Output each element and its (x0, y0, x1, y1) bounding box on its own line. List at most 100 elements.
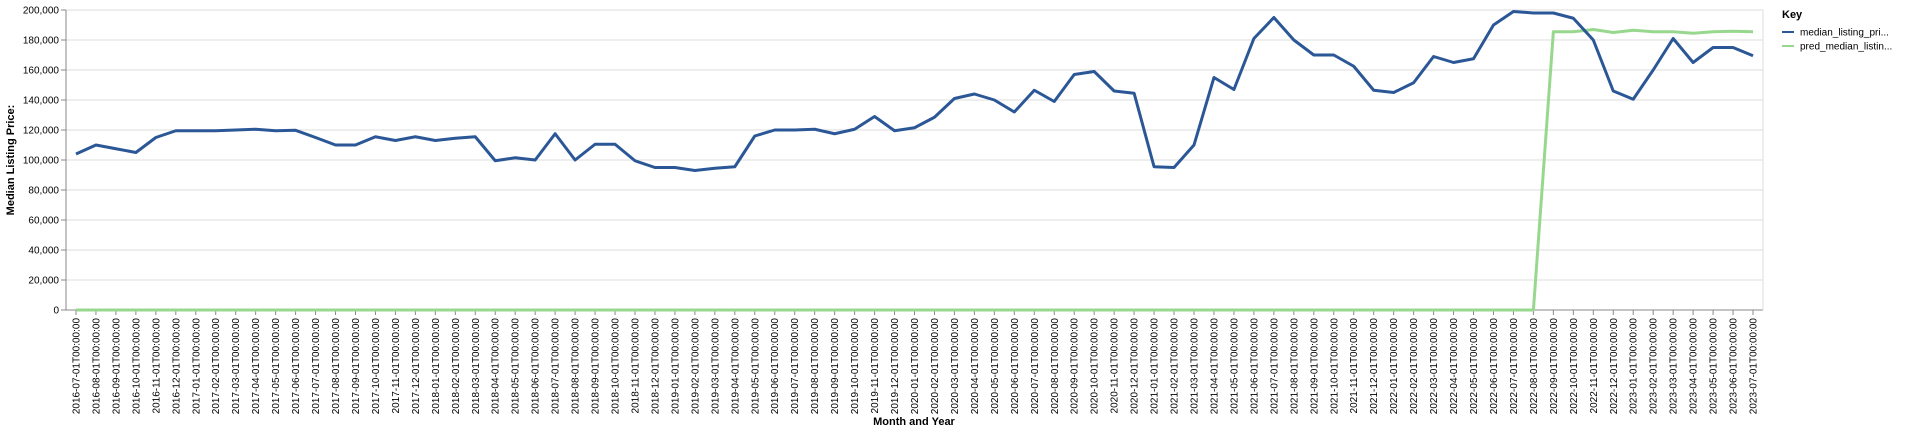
y-tick-label: 100,000 (23, 156, 60, 167)
series-line (75, 28, 1754, 312)
y-tick-label: 20,000 (28, 276, 59, 287)
x-tick-label: 2017-09-01T00:00:00 (351, 318, 362, 415)
x-tick-label: 2017-11-01T00:00:00 (391, 318, 402, 414)
x-tick-label: 2019-02-01T00:00:00 (690, 318, 701, 415)
x-tick-label: 2018-02-01T00:00:00 (451, 318, 462, 415)
y-tick-label: 0 (53, 306, 59, 317)
x-tick-label: 2023-07-01T00:00:00 (1749, 318, 1760, 415)
x-tick-label: 2018-05-01T00:00:00 (511, 318, 522, 415)
x-tick-label: 2019-10-01T00:00:00 (850, 318, 861, 415)
x-tick-label: 2016-09-01T00:00:00 (111, 318, 122, 415)
y-tick-label: 40,000 (28, 246, 59, 257)
x-tick-label: 2016-08-01T00:00:00 (91, 318, 102, 415)
x-tick-label: 2017-02-01T00:00:00 (211, 318, 222, 415)
x-axis-title: Month and Year (873, 416, 955, 428)
x-tick-label: 2021-05-01T00:00:00 (1229, 318, 1240, 415)
x-tick-label: 2017-05-01T00:00:00 (271, 318, 282, 415)
x-tick-label: 2021-01-01T00:00:00 (1150, 318, 1161, 415)
series-line (75, 10, 1754, 172)
x-tick-label: 2020-10-01T00:00:00 (1090, 318, 1101, 415)
x-tick-label: 2022-05-01T00:00:00 (1469, 318, 1480, 415)
y-tick-label: 120,000 (23, 126, 60, 137)
x-tick-label: 2016-07-01T00:00:00 (71, 318, 82, 415)
x-tick-label: 2018-06-01T00:00:00 (531, 318, 542, 415)
x-tick-label: 2016-10-01T00:00:00 (131, 318, 142, 415)
x-tick-label: 2021-08-01T00:00:00 (1289, 318, 1300, 415)
x-tick-label: 2020-02-01T00:00:00 (930, 318, 941, 415)
x-tick-label: 2019-06-01T00:00:00 (770, 318, 781, 415)
x-tick-label: 2017-12-01T00:00:00 (411, 318, 422, 415)
x-tick-label: 2021-03-01T00:00:00 (1190, 318, 1201, 415)
x-tick-label: 2020-03-01T00:00:00 (950, 318, 961, 415)
x-tick-label: 2023-01-01T00:00:00 (1629, 318, 1640, 415)
x-tick-label: 2023-05-01T00:00:00 (1709, 318, 1720, 415)
x-tick-label: 2017-01-01T00:00:00 (191, 318, 202, 415)
y-tick-label: 80,000 (28, 186, 59, 197)
x-tick-label: 2020-04-01T00:00:00 (970, 318, 981, 415)
x-tick-label: 2022-12-01T00:00:00 (1609, 318, 1620, 415)
x-tick-label: 2016-11-01T00:00:00 (151, 318, 162, 414)
x-tick-label: 2017-04-01T00:00:00 (251, 318, 262, 415)
x-tick-label: 2021-02-01T00:00:00 (1170, 318, 1181, 415)
x-tick-label: 2018-03-01T00:00:00 (471, 318, 482, 415)
x-tick-label: 2017-07-01T00:00:00 (311, 318, 322, 415)
x-tick-label: 2019-07-01T00:00:00 (790, 318, 801, 415)
x-tick-label: 2017-10-01T00:00:00 (371, 318, 382, 415)
x-tick-label: 2020-12-01T00:00:00 (1130, 318, 1141, 415)
x-tick-label: 2020-08-01T00:00:00 (1050, 318, 1061, 415)
x-tick-label: 2020-11-01T00:00:00 (1110, 318, 1121, 414)
x-tick-label: 2023-02-01T00:00:00 (1649, 318, 1660, 415)
x-tick-label: 2022-08-01T00:00:00 (1529, 318, 1540, 415)
legend-label: median_listing_pri... (1800, 28, 1889, 39)
x-tick-label: 2022-06-01T00:00:00 (1489, 318, 1500, 415)
x-tick-label: 2022-03-01T00:00:00 (1429, 318, 1440, 415)
x-tick-label: 2019-11-01T00:00:00 (870, 318, 881, 414)
x-tick-label: 2020-07-01T00:00:00 (1030, 318, 1041, 415)
x-tick-label: 2016-12-01T00:00:00 (171, 318, 182, 415)
x-tick-label: 2021-12-01T00:00:00 (1369, 318, 1380, 415)
x-tick-label: 2017-06-01T00:00:00 (291, 318, 302, 415)
x-tick-label: 2022-01-01T00:00:00 (1389, 318, 1400, 415)
y-tick-label: 60,000 (28, 216, 59, 227)
x-tick-label: 2018-07-01T00:00:00 (551, 318, 562, 415)
x-tick-label: 2019-03-01T00:00:00 (710, 318, 721, 415)
legend-title: Key (1782, 9, 1803, 21)
y-tick-label: 160,000 (23, 66, 60, 77)
x-tick-label: 2018-10-01T00:00:00 (611, 318, 622, 415)
x-tick-label: 2020-09-01T00:00:00 (1070, 318, 1081, 415)
x-tick-label: 2022-09-01T00:00:00 (1549, 318, 1560, 415)
x-tick-label: 2018-11-01T00:00:00 (630, 318, 641, 414)
x-tick-label: 2021-06-01T00:00:00 (1249, 318, 1260, 415)
x-tick-label: 2019-05-01T00:00:00 (750, 318, 761, 415)
x-tick-label: 2019-04-01T00:00:00 (730, 318, 741, 415)
x-tick-label: 2019-08-01T00:00:00 (810, 318, 821, 415)
x-tick-label: 2021-11-01T00:00:00 (1349, 318, 1360, 414)
x-tick-label: 2017-08-01T00:00:00 (331, 318, 342, 415)
x-tick-label: 2021-09-01T00:00:00 (1309, 318, 1320, 415)
x-tick-label: 2019-12-01T00:00:00 (890, 318, 901, 415)
x-tick-label: 2023-04-01T00:00:00 (1689, 318, 1700, 415)
x-tick-label: 2022-10-01T00:00:00 (1569, 318, 1580, 415)
y-axis-title: Median Listing Price: (5, 105, 17, 216)
x-tick-label: 2018-12-01T00:00:00 (650, 318, 661, 415)
x-tick-label: 2018-09-01T00:00:00 (591, 318, 602, 415)
x-tick-label: 2022-04-01T00:00:00 (1449, 318, 1460, 415)
x-tick-label: 2017-03-01T00:00:00 (231, 318, 242, 415)
x-tick-label: 2021-04-01T00:00:00 (1209, 318, 1220, 415)
x-tick-label: 2020-05-01T00:00:00 (990, 318, 1001, 415)
x-tick-label: 2023-03-01T00:00:00 (1669, 318, 1680, 415)
x-tick-label: 2019-09-01T00:00:00 (830, 318, 841, 415)
x-tick-label: 2022-02-01T00:00:00 (1409, 318, 1420, 415)
legend-label: pred_median_listin... (1800, 42, 1892, 53)
y-tick-label: 180,000 (23, 36, 60, 47)
x-tick-label: 2022-07-01T00:00:00 (1509, 318, 1520, 415)
x-tick-label: 2019-01-01T00:00:00 (670, 318, 681, 415)
x-tick-label: 2020-06-01T00:00:00 (1010, 318, 1021, 415)
x-tick-label: 2021-10-01T00:00:00 (1329, 318, 1340, 415)
x-tick-label: 2020-01-01T00:00:00 (910, 318, 921, 415)
x-tick-label: 2018-08-01T00:00:00 (571, 318, 582, 415)
y-tick-label: 200,000 (23, 6, 60, 17)
x-tick-label: 2023-06-01T00:00:00 (1729, 318, 1740, 415)
x-tick-label: 2021-07-01T00:00:00 (1269, 318, 1280, 415)
